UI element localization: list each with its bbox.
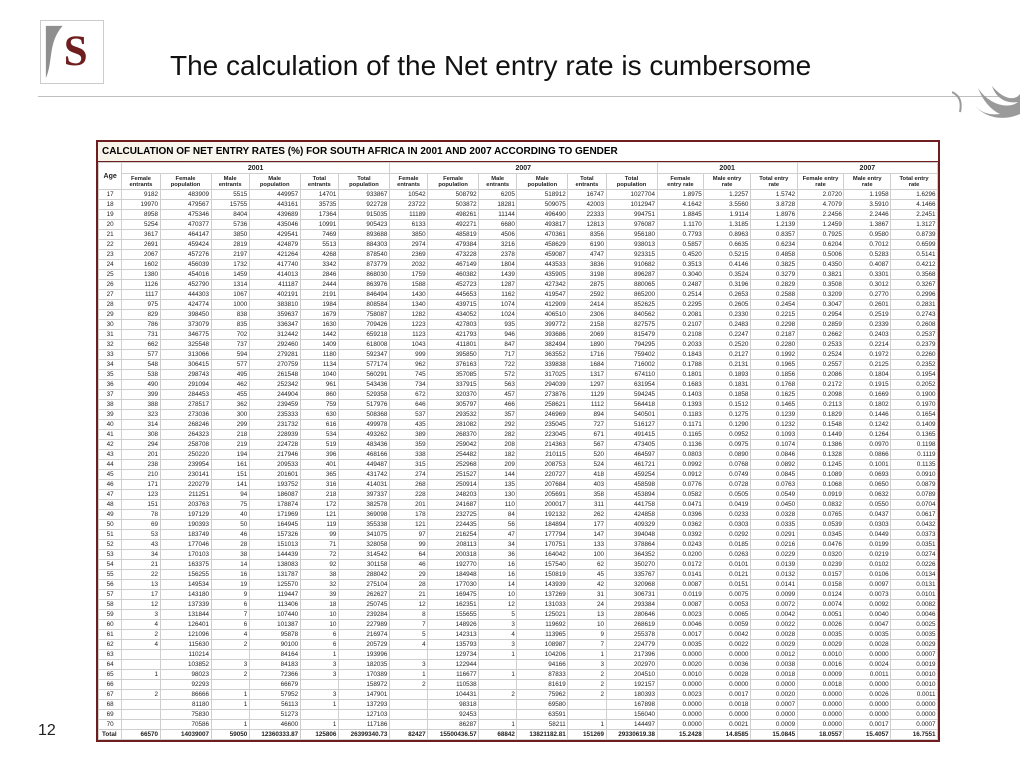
table-row: 5812137339611340618250745121623511213103…	[99, 600, 938, 610]
group-2007-rates: 2007	[797, 163, 937, 174]
header-row-year: Age 2001 2007 2001 2007	[99, 163, 938, 174]
table-row: 4031426824629923173261649997843528108229…	[99, 420, 938, 430]
table-row: 4521023014115120160136543174227425152714…	[99, 470, 938, 480]
table-row: 3357731306659427928111805923479993958507…	[99, 350, 938, 360]
table-row: 5717143180911944739262627211694751013726…	[99, 590, 938, 600]
table-row: 3078637307983533634716307094261223427803…	[99, 320, 938, 330]
table-row: 3932327303630023533363050836853729353235…	[99, 410, 938, 420]
table-row: 2982939845083835963716797580871282434052…	[99, 310, 938, 320]
column-header: Maleentrants	[479, 174, 517, 190]
table-row: 3266232554873729246014096180081043411801…	[99, 340, 938, 350]
table-row: 2226914594242819424879551388430329744793…	[99, 240, 938, 250]
table-row: 2136174641473850429541746989368838504858…	[99, 230, 938, 240]
net-entry-rate-table: Age 2001 2007 2001 2007 FemaleentrantsFe…	[98, 162, 938, 740]
column-header: Total entryrate	[891, 174, 938, 190]
table-row: 3553829874349526154810405602917453570855…	[99, 370, 938, 380]
column-header: Malepopulation	[249, 174, 300, 190]
column-header: Totalentrants	[568, 174, 606, 190]
table-row: 6041264016101387102279897148926311969210…	[99, 620, 938, 630]
table-row: 3173134677570231244214426592181123421793…	[99, 330, 938, 340]
column-header: Totalpopulation	[606, 174, 657, 190]
table-row: 2897542477410003838101984808584134043971…	[99, 300, 938, 310]
table-row: 5069190393501649451193553381212244355618…	[99, 520, 938, 530]
group-2007: 2007	[389, 163, 657, 174]
group-2001: 2001	[122, 163, 390, 174]
table-row: 4229425870821922472851948343635925904220…	[99, 440, 938, 450]
table-row: 707058614660011171868628715821111444970.…	[99, 720, 938, 730]
table-row: 6519802327236631703891116677187833220451…	[99, 670, 938, 680]
column-header: Femalepopulation	[160, 174, 211, 190]
column-header: Maleentrants	[211, 174, 249, 190]
table-row: 2513804540161459414013284686803017594603…	[99, 270, 938, 280]
table-row: 2711174443031067402191219184649414304456…	[99, 290, 938, 300]
table-row: 2320674572762197421264426887854023694732…	[99, 250, 938, 260]
table-row: 5243177046281510137132805899208113341707…	[99, 540, 938, 550]
table-row: 3649029109446225234296154343673433791556…	[99, 380, 938, 390]
table-row: 1819970479567157554431613573592272823722…	[99, 200, 938, 210]
column-header: Male entryrate	[704, 174, 751, 190]
table-row: 6410385238418331820353122944941663202970…	[99, 660, 938, 670]
group-2001-rates: 2001	[657, 163, 797, 174]
column-header: Male entryrate	[844, 174, 891, 190]
col-age: Age	[99, 163, 122, 190]
table-title: CALCULATION OF NET ENTRY RATES (%) FOR S…	[98, 142, 938, 162]
table-row: 6728666615795231479011044312759622180393…	[99, 690, 938, 700]
column-header: Femaleentrants	[122, 174, 160, 190]
table-row: 5931318447107440102392848155655512502113…	[99, 610, 938, 620]
column-header: Femaleentrants	[389, 174, 427, 190]
table-row: 5153183749461573269934107597216254471777…	[99, 530, 938, 540]
table-row: 4130826432321822893953449326238926837028…	[99, 430, 938, 440]
table-row: 3838827851736223945975951797664630579746…	[99, 400, 938, 410]
table-row: 3739928445345524490486052935867232037045…	[99, 390, 938, 400]
table-row: 2416024560391732417740334287377920324671…	[99, 260, 938, 270]
table-row: 5613149534191255703227510428177030141439…	[99, 580, 938, 590]
column-header: Totalpopulation	[338, 174, 389, 190]
leaf-flourish	[952, 74, 1022, 134]
column-header: Femalepopulation	[428, 174, 479, 190]
table-row: 69758305127312710392453635911560400.0000…	[99, 710, 938, 720]
table-row: 4320125022019421794639646816633825448218…	[99, 450, 938, 460]
table-row: 4815120376375178874172382578201241687110…	[99, 500, 938, 510]
column-header: Femaleentry rate	[657, 174, 704, 190]
slide-title: The calculation of the Net entry rate is…	[170, 50, 944, 82]
table-row: 4423823995416120953340144948731525296820…	[99, 460, 938, 470]
table-total-row: Total66570140390075905012360333.87125806…	[99, 730, 938, 740]
table-row: 1791824839095515449957147019338671054250…	[99, 190, 938, 200]
header-row-cols: FemaleentrantsFemalepopulationMaleentran…	[99, 174, 938, 190]
table-row: 1989584753468404439689173649150351118949…	[99, 210, 938, 220]
column-header: Totalentrants	[300, 174, 338, 190]
svg-text:S: S	[64, 28, 88, 75]
table-row: 2611264527901314411187244486397615884527…	[99, 280, 938, 290]
table-row: 4712321125194186087218397337228248203130…	[99, 490, 938, 500]
table-row: 5522156255161317873828804229184948161508…	[99, 570, 938, 580]
table-row: 2052544703775736435046109919054236133492…	[99, 220, 938, 230]
header-rule	[38, 96, 1004, 97]
table-row: 6311021484164119399612973411042061217396…	[99, 650, 938, 660]
slide-number: 12	[38, 722, 56, 740]
table-row: 4617122027914119375231641403126825091413…	[99, 480, 938, 490]
table-row: 6881180156113113729398318695801678980.00…	[99, 700, 938, 710]
column-header: Malepopulation	[517, 174, 568, 190]
table-row: 6241156302901006205729413579331089877224…	[99, 640, 938, 650]
university-logo: S	[40, 20, 104, 84]
data-table-frame: CALCULATION OF NET ENTRY RATES (%) FOR S…	[96, 140, 940, 742]
column-header: Female entryrate	[797, 174, 844, 190]
table-row: 4978197129401719691213690981782327258419…	[99, 510, 938, 520]
table-row: 3454830641557727075911345771749623761637…	[99, 360, 938, 370]
table-row: 66922936667915897221105388161921921570.0…	[99, 680, 938, 690]
column-header: Total entryrate	[750, 174, 797, 190]
table-row: 5421163375141380839230115846192770161575…	[99, 560, 938, 570]
table-row: 5334170103381444397231454264200318361640…	[99, 550, 938, 560]
table-row: 6121210964958786216974514231341139659255…	[99, 630, 938, 640]
